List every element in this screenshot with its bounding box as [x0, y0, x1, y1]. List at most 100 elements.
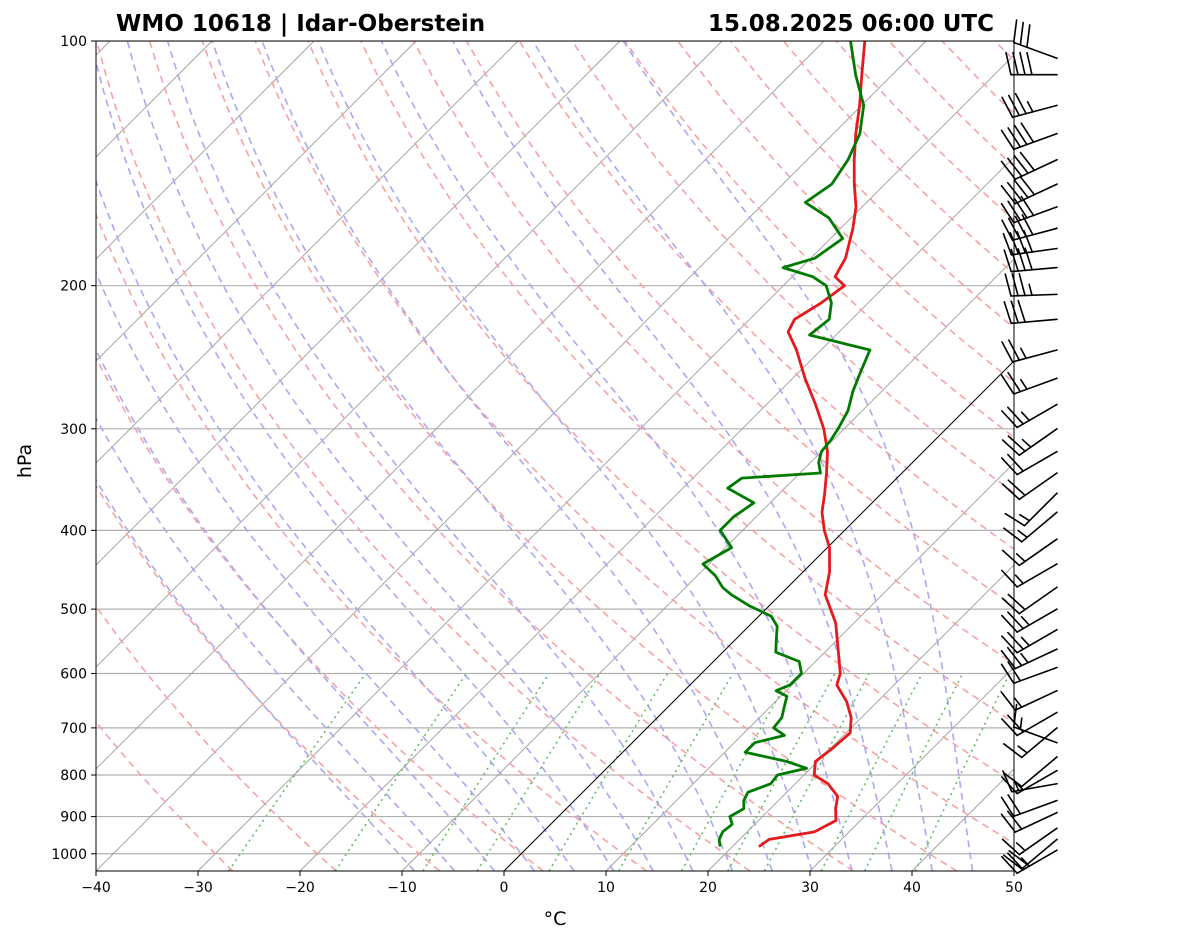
wind-barb [1001, 711, 1058, 737]
wind-barb-full-tick [1020, 122, 1035, 143]
wind-barb [1000, 646, 1058, 670]
wind-barb-full-tick [1002, 772, 1023, 788]
wind-barb-full-tick [1001, 219, 1014, 242]
wind-barb [1002, 838, 1058, 870]
wind-barb [1002, 511, 1058, 543]
wind-barb-full-tick [1007, 157, 1023, 178]
wind-barb-full-tick [1013, 179, 1029, 199]
wind-barb-full-tick [1003, 301, 1012, 325]
wind-barb-full-tick [1007, 714, 1025, 733]
wind-barb-full-tick [1017, 299, 1026, 323]
wind-barb [1001, 563, 1058, 588]
wind-barb-full-tick [1001, 635, 1018, 654]
wind-barb [1001, 769, 1058, 795]
mixing-ratio-line [820, 673, 923, 871]
wind-barb-full-tick [1001, 569, 1018, 588]
dewpoint-profile-line [701, 41, 872, 847]
wind-barb [1001, 538, 1058, 567]
wind-barb-full-tick [1026, 24, 1031, 49]
x-tick-label: −20 [285, 880, 315, 896]
x-axis-label: °C [544, 908, 567, 930]
wind-barb-full-tick [1008, 94, 1021, 117]
wind-barb-full-tick [1011, 273, 1019, 297]
wind-barb [1005, 51, 1058, 76]
wind-barb-full-tick [1007, 200, 1022, 222]
wind-barb-full-tick [1010, 248, 1019, 272]
wind-barb-half-tick [1017, 745, 1028, 754]
wind-barb [1000, 151, 1058, 181]
dry-adiabat-line [360, 41, 1014, 724]
chart-title-right: 15.08.2025 06:00 UTC [708, 11, 994, 37]
wind-barb-full-tick [1000, 691, 1017, 711]
isotherm-line [299, 156, 1014, 871]
wind-barb-full-tick [1001, 718, 1018, 737]
wind-barb-full-tick [1002, 743, 1023, 759]
wind-barb-half-tick [1017, 529, 1028, 539]
mixing-ratio-lines [227, 673, 1011, 871]
moist-adiabat-line [96, 178, 575, 871]
wind-barb-full-tick [1000, 796, 1015, 818]
wind-barb-full-tick [1001, 776, 1018, 795]
wind-barb-full-tick [1001, 341, 1014, 363]
wind-barb-full-tick [1014, 92, 1027, 115]
y-axis-ticks: 1000 900 800 700 600 500 400 300 200 100 [51, 34, 96, 863]
wind-barb-full-tick [1001, 483, 1021, 501]
wind-barb-full-tick [1001, 549, 1021, 567]
x-tick-label: 40 [903, 880, 921, 896]
wind-barb-full-tick [1001, 597, 1021, 615]
wind-barb-full-tick [1007, 852, 1025, 871]
wind-barb [1000, 195, 1058, 224]
y-tick-label: 1000 [51, 847, 87, 863]
moist-adiabat-line [166, 41, 694, 871]
wind-barb-full-tick [1004, 512, 1026, 527]
wind-barb-full-tick [1024, 247, 1033, 271]
mixing-ratio-line [227, 673, 367, 871]
wind-barb-full-tick [1002, 854, 1023, 870]
wind-barb-full-tick [1019, 51, 1026, 76]
wind-barb-half-tick [1020, 652, 1029, 664]
dry-adiabat-line [254, 41, 1014, 845]
wind-barb [1000, 810, 1058, 833]
wind-barb-full-tick [1007, 453, 1025, 472]
wind-barb-full-tick [1001, 439, 1021, 456]
wind-barb [1001, 827, 1058, 856]
wind-barb-half-tick [1013, 697, 1023, 708]
wind-barb [1012, 19, 1058, 60]
wind-barb-full-tick [1008, 339, 1021, 361]
wind-barb [1001, 628, 1058, 654]
y-axis-label: hPa [14, 444, 36, 478]
moist-adiabat-line [622, 41, 974, 871]
y-tick-label: 700 [60, 721, 87, 737]
wind-barb [1000, 371, 1058, 395]
wind-barb [1004, 492, 1058, 527]
wind-barb-full-tick [1007, 794, 1022, 815]
isotherm-line [0, 41, 8, 871]
wind-barb-full-tick [1000, 129, 1015, 151]
moist-adiabat-line [126, 41, 654, 871]
wind-barb-half-tick [1020, 636, 1031, 647]
wind-barb [1003, 247, 1058, 273]
wind-barb [1002, 756, 1058, 788]
wind-barb [1000, 661, 1058, 685]
dry-adiabat-line [624, 41, 1014, 439]
wind-barb-half-tick [1015, 842, 1026, 852]
wind-barb-full-tick [1001, 457, 1018, 476]
dry-adiabat-line [412, 41, 1014, 665]
isotherm-line [96, 41, 927, 871]
wind-barb-half-tick [1020, 347, 1027, 360]
x-tick-label: −40 [81, 880, 111, 896]
x-tick-label: 20 [699, 880, 717, 896]
dry-adiabat-line [148, 41, 854, 871]
wind-barb-full-tick [1000, 160, 1017, 181]
isotherm-line [96, 41, 417, 362]
wind-barb-full-tick [1018, 272, 1026, 297]
wind-barb-full-tick [1000, 374, 1015, 395]
wind-barb-full-tick [1007, 406, 1025, 425]
wind-barb-full-tick [1007, 631, 1025, 650]
mixing-ratio-line [618, 673, 734, 871]
wind-barb-full-tick [1007, 611, 1025, 630]
dry-adiabat-line [518, 41, 1014, 551]
zero-isotherm-line [503, 360, 1014, 871]
wind-barb-full-tick [1002, 770, 1013, 793]
